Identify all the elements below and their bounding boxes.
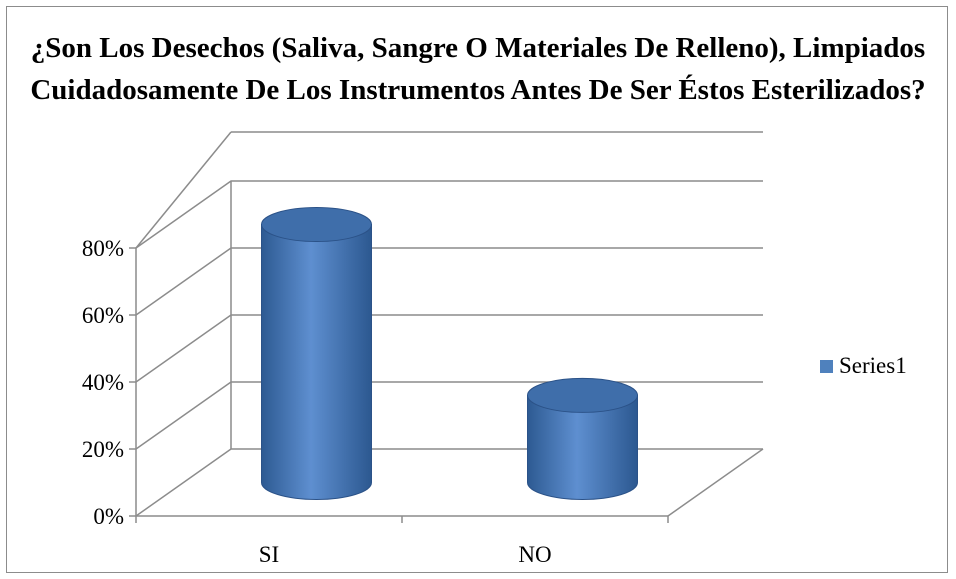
bar-top-si [261,207,372,243]
bar-body-no [527,394,638,500]
bar-si [261,207,372,500]
x-tick-label-si: SI [259,542,279,567]
bar-body-si [261,224,372,500]
y-tick-label-1: 20% [82,437,124,462]
legend: Series1 [820,353,907,379]
plot-walls [230,181,764,517]
gridline-4 [135,180,763,249]
floor-right-edge [667,448,764,517]
gridline-0 [135,448,763,517]
gridline-2 [135,314,763,383]
y-tick-label-3: 60% [82,303,124,328]
y-tick-label-2: 40% [82,370,124,395]
axis-labels: 0% 20% 40% 60% 80% SI NO [82,236,552,567]
x-tick-label-no: NO [518,542,551,567]
gridlines [135,131,763,517]
chart-title: ¿Son Los Desechos (Saliva, Sangre O Mate… [30,32,926,106]
chart-frame [6,6,948,573]
axes [129,247,669,523]
gridline-top-diagonal [135,131,232,249]
legend-label-series1: Series1 [839,353,907,378]
y-tick-label-0: 0% [93,504,124,529]
gridline-3 [135,247,763,316]
legend-swatch-series1 [820,359,833,373]
bar-top-no [527,377,638,413]
gridline-1 [135,381,763,450]
bars [261,207,638,500]
y-tick-label-4: 80% [82,236,124,261]
bar-no [527,377,638,500]
